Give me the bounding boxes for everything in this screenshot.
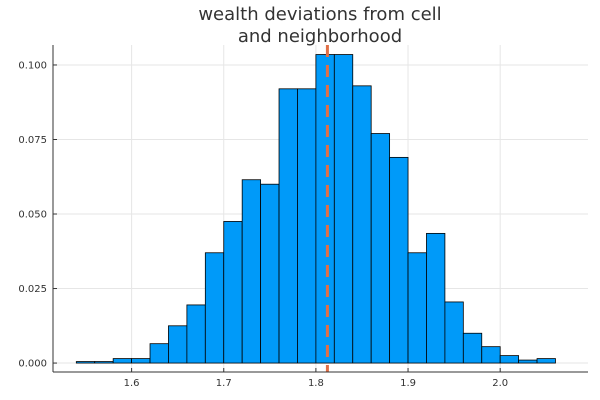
chart-title-line-2: and neighborhood — [238, 26, 402, 47]
histogram-bar — [407, 252, 427, 364]
y-tick-label: 0.025 — [18, 284, 47, 295]
histogram-bar — [297, 88, 317, 364]
histogram-bar — [315, 54, 335, 364]
x-tick-label: 1.6 — [124, 378, 140, 389]
histogram-bar — [223, 221, 243, 364]
histogram-bar — [389, 156, 409, 364]
axes — [52, 45, 588, 373]
histogram-bar — [186, 304, 206, 364]
chart-title-line-1: wealth deviations from cell — [198, 4, 441, 25]
x-tick-label: 2.0 — [492, 378, 508, 389]
histogram-bar — [536, 358, 556, 364]
histogram-bar — [278, 88, 298, 364]
y-tick-label: 0.000 — [18, 359, 47, 370]
histogram-bar — [481, 346, 501, 364]
histogram-bar — [333, 54, 354, 364]
histogram-bar — [352, 85, 372, 364]
histogram-bar — [260, 183, 280, 364]
histogram-bar — [204, 252, 225, 364]
histogram-bar — [499, 355, 520, 364]
x-tick-label: 1.8 — [308, 378, 324, 389]
x-tick-label: 1.9 — [400, 378, 416, 389]
histogram-bar — [241, 179, 262, 364]
histogram-bar — [131, 358, 151, 364]
histogram-bar — [149, 343, 169, 364]
histogram-bar — [94, 361, 114, 364]
y-tick-label: 0.075 — [18, 135, 47, 146]
y-tick-label: 0.050 — [18, 210, 47, 221]
histogram-bar — [426, 232, 446, 364]
histogram-bar — [518, 359, 538, 364]
histogram-bar — [112, 358, 133, 364]
y-tick-label: 0.100 — [18, 60, 47, 71]
histogram-bar — [462, 332, 483, 364]
histogram-bar — [168, 325, 188, 364]
histogram-bar — [370, 133, 391, 364]
x-tick-label: 1.7 — [216, 378, 232, 389]
histogram-bars — [75, 54, 556, 364]
histogram-bar — [75, 361, 96, 364]
histogram-bar — [444, 301, 464, 364]
tick-labels: 1.6 1.7 1.8 1.9 2.0 0.000 0.025 0.050 0.075 0.100 — [18, 60, 508, 389]
